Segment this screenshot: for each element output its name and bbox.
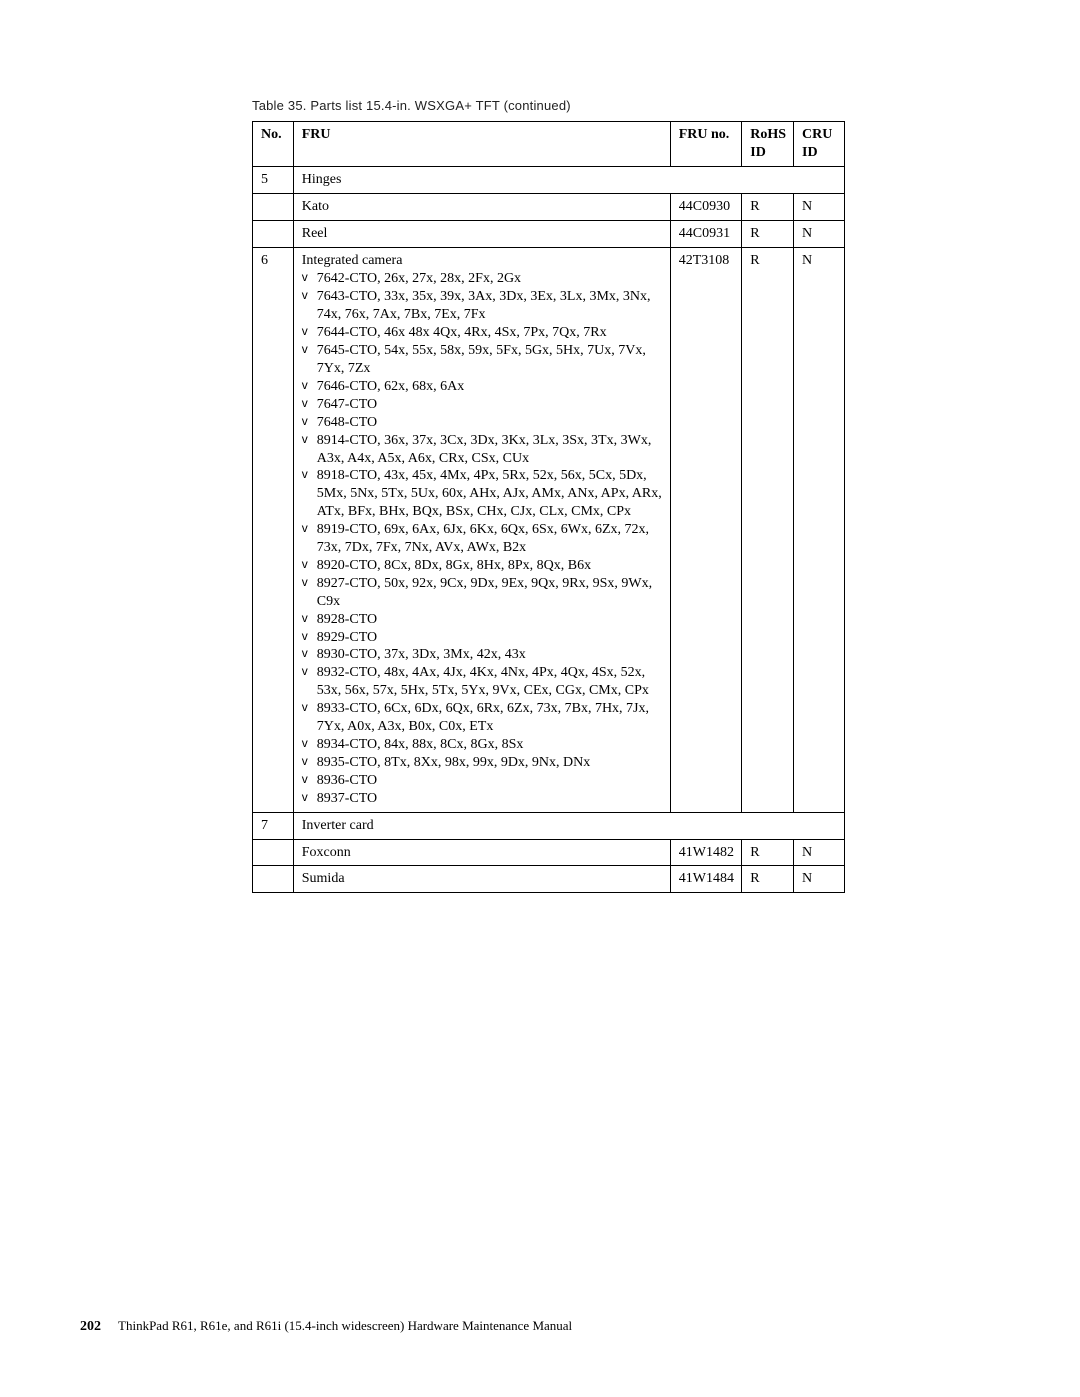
fru-bullet-item: 8928-CTO: [302, 611, 664, 629]
parts-table: No. FRU FRU no. RoHS ID CRU ID 5 Hinges …: [252, 121, 845, 893]
fru-bullet-item: 8919-CTO, 69x, 6Ax, 6Jx, 6Kx, 6Qx, 6Sx, …: [302, 521, 664, 557]
cell-fru: Sumida: [293, 866, 670, 893]
fru-bullet-item: 7645-CTO, 54x, 55x, 58x, 59x, 5Fx, 5Gx, …: [302, 342, 664, 378]
cell-fruno: 42T3108: [670, 247, 742, 812]
fru-title: Integrated camera: [302, 252, 664, 270]
cell-fru: Integrated camera 7642-CTO, 26x, 27x, 28…: [293, 247, 670, 812]
cell-rohs: R: [742, 193, 794, 220]
col-no: No.: [253, 122, 294, 167]
col-fruno: FRU no.: [670, 122, 742, 167]
manual-page: Table 35. Parts list 15.4-in. WSXGA+ TFT…: [0, 0, 1080, 1397]
cell-no: [253, 839, 294, 866]
table-header-row: No. FRU FRU no. RoHS ID CRU ID: [253, 122, 845, 167]
fru-bullet-item: 7648-CTO: [302, 414, 664, 432]
cell-fruno: 44C0931: [670, 220, 742, 247]
cell-rohs: R: [742, 247, 794, 812]
table-row: Sumida 41W1484 R N: [253, 866, 845, 893]
cell-rohs: R: [742, 866, 794, 893]
fru-bullet-item: 7647-CTO: [302, 396, 664, 414]
cell-fruno: 44C0930: [670, 193, 742, 220]
cell-no: 7: [253, 812, 294, 839]
cell-fru: Reel: [293, 220, 670, 247]
cell-rohs: R: [742, 839, 794, 866]
fru-bullet-item: 8929-CTO: [302, 629, 664, 647]
fru-bullet-item: 8935-CTO, 8Tx, 8Xx, 98x, 99x, 9Dx, 9Nx, …: [302, 754, 664, 772]
page-footer: 202 ThinkPad R61, R61e, and R61i (15.4-i…: [80, 1318, 572, 1335]
cell-cru: N: [794, 839, 845, 866]
col-fru: FRU: [293, 122, 670, 167]
cell-cru: N: [794, 220, 845, 247]
fru-bullet-item: 8933-CTO, 6Cx, 6Dx, 6Qx, 6Rx, 6Zx, 73x, …: [302, 700, 664, 736]
fru-bullet-item: 8914-CTO, 36x, 37x, 3Cx, 3Dx, 3Kx, 3Lx, …: [302, 432, 664, 468]
col-cru: CRU ID: [794, 122, 845, 167]
cell-fru: Foxconn: [293, 839, 670, 866]
cell-fru: Inverter card: [293, 812, 844, 839]
fru-bullet-list: 7642-CTO, 26x, 27x, 28x, 2Fx, 2Gx7643-CT…: [302, 270, 664, 807]
cell-fruno: 41W1482: [670, 839, 742, 866]
cell-fru: Kato: [293, 193, 670, 220]
fru-bullet-item: 7644-CTO, 46x 48x 4Qx, 4Rx, 4Sx, 7Px, 7Q…: [302, 324, 664, 342]
fru-bullet-item: 7642-CTO, 26x, 27x, 28x, 2Fx, 2Gx: [302, 270, 664, 288]
fru-bullet-item: 8920-CTO, 8Cx, 8Dx, 8Gx, 8Hx, 8Px, 8Qx, …: [302, 557, 664, 575]
cell-cru: N: [794, 193, 845, 220]
table-row: 7 Inverter card: [253, 812, 845, 839]
page-number: 202: [80, 1319, 101, 1334]
cell-no: [253, 220, 294, 247]
cell-cru: N: [794, 866, 845, 893]
cell-no: 6: [253, 247, 294, 812]
table-row: 5 Hinges: [253, 166, 845, 193]
cell-cru: N: [794, 247, 845, 812]
table-caption: Table 35. Parts list 15.4-in. WSXGA+ TFT…: [252, 98, 1000, 113]
table-row: Kato 44C0930 R N: [253, 193, 845, 220]
table-row: Reel 44C0931 R N: [253, 220, 845, 247]
fru-bullet-item: 8930-CTO, 37x, 3Dx, 3Mx, 42x, 43x: [302, 646, 664, 664]
fru-bullet-item: 8934-CTO, 84x, 88x, 8Cx, 8Gx, 8Sx: [302, 736, 664, 754]
fru-bullet-item: 8932-CTO, 48x, 4Ax, 4Jx, 4Kx, 4Nx, 4Px, …: [302, 664, 664, 700]
cell-no: 5: [253, 166, 294, 193]
cell-rohs: R: [742, 220, 794, 247]
col-rohs: RoHS ID: [742, 122, 794, 167]
fru-bullet-item: 8936-CTO: [302, 772, 664, 790]
cell-no: [253, 193, 294, 220]
cell-fruno: 41W1484: [670, 866, 742, 893]
fru-bullet-item: 7646-CTO, 62x, 68x, 6Ax: [302, 378, 664, 396]
table-row: 6 Integrated camera 7642-CTO, 26x, 27x, …: [253, 247, 845, 812]
fru-bullet-item: 8927-CTO, 50x, 92x, 9Cx, 9Dx, 9Ex, 9Qx, …: [302, 575, 664, 611]
fru-bullet-item: 8937-CTO: [302, 790, 664, 808]
cell-fru: Hinges: [293, 166, 844, 193]
cell-no: [253, 866, 294, 893]
table-row: Foxconn 41W1482 R N: [253, 839, 845, 866]
fru-bullet-item: 7643-CTO, 33x, 35x, 39x, 3Ax, 3Dx, 3Ex, …: [302, 288, 664, 324]
fru-bullet-item: 8918-CTO, 43x, 45x, 4Mx, 4Px, 5Rx, 52x, …: [302, 467, 664, 521]
manual-title: ThinkPad R61, R61e, and R61i (15.4-inch …: [118, 1318, 572, 1333]
